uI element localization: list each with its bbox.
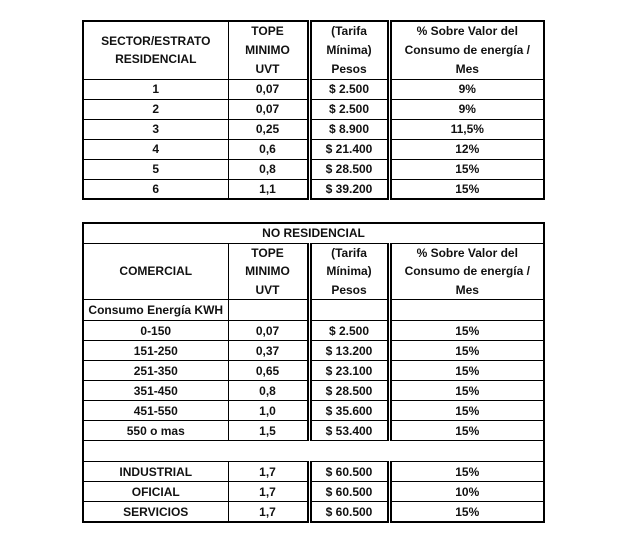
header-comercial: COMERCIAL — [82, 242, 229, 301]
cell-porcentaje: 15% — [388, 501, 545, 523]
cell-categoria: SERVICIOS — [82, 501, 229, 523]
table-row: 151-250 0,37 $ 13.200 15% — [82, 340, 545, 362]
cell-tarifa-pesos: $ 13.200 — [306, 340, 392, 362]
table-row: 251-350 0,65 $ 23.100 15% — [82, 360, 545, 382]
cell-tarifa-pesos: $ 2.500 — [306, 78, 392, 100]
cell-kwh-range: 0-150 — [82, 320, 229, 342]
cell-tope-uvt: 1,1 — [227, 178, 310, 200]
cell-empty — [306, 299, 392, 322]
cell-kwh-range: 351-450 — [82, 380, 229, 402]
cell-tarifa-pesos: $ 39.200 — [306, 178, 392, 200]
cell-porcentaje: 9% — [388, 98, 545, 120]
cell-porcentaje: 15% — [388, 320, 545, 342]
table-title-no-residencial: NO RESIDENCIAL — [82, 222, 545, 244]
cell-porcentaje: 15% — [388, 380, 545, 402]
cell-tope-uvt: 0,8 — [227, 380, 310, 402]
cell-tope-uvt: 1,7 — [227, 501, 310, 523]
cell-tope-uvt: 1,7 — [227, 461, 310, 483]
table-row: 451-550 1,0 $ 35.600 15% — [82, 400, 545, 422]
header-tarifa-minima-pesos: (Tarifa Mínima) Pesos — [306, 20, 392, 80]
cell-porcentaje: 15% — [388, 360, 545, 382]
cell-tope-uvt: 1,5 — [227, 420, 310, 442]
table-row: OFICIAL 1,7 $ 60.500 10% — [82, 481, 545, 503]
cell-tarifa-pesos: $ 60.500 — [306, 461, 392, 483]
cell-empty — [227, 299, 310, 322]
table-title-row: NO RESIDENCIAL — [82, 222, 545, 244]
table-row: SERVICIOS 1,7 $ 60.500 15% — [82, 501, 545, 523]
cell-tarifa-pesos: $ 53.400 — [306, 420, 392, 442]
cell-porcentaje: 15% — [388, 420, 545, 442]
header-tarifa-minima-pesos: (Tarifa Mínima) Pesos — [306, 242, 392, 301]
cell-tope-uvt: 0,07 — [227, 98, 310, 120]
header-sector-estrato: SECTOR/ESTRATO RESIDENCIAL — [82, 20, 229, 80]
cell-categoria: INDUSTRIAL — [82, 461, 229, 483]
cell-tope-uvt: 0,8 — [227, 158, 310, 180]
table-row: 3 0,25 $ 8.900 11,5% — [82, 118, 545, 140]
cell-porcentaje: 15% — [388, 461, 545, 483]
header-tope-minimo-uvt: TOPE MINIMO UVT — [227, 20, 310, 80]
table-row: 0-150 0,07 $ 2.500 15% — [82, 320, 545, 342]
cell-tarifa-pesos: $ 28.500 — [306, 158, 392, 180]
cell-estrato: 5 — [82, 158, 229, 180]
cell-tarifa-pesos: $ 60.500 — [306, 481, 392, 503]
spacer-row — [82, 440, 545, 463]
cell-porcentaje: 9% — [388, 78, 545, 100]
cell-tarifa-pesos: $ 21.400 — [306, 138, 392, 160]
cell-tope-uvt: 1,0 — [227, 400, 310, 422]
table-row: 1 0,07 $ 2.500 9% — [82, 78, 545, 100]
cell-tope-uvt: 0,65 — [227, 360, 310, 382]
cell-tope-uvt: 0,25 — [227, 118, 310, 140]
cell-consumo-energia-kwh-label: Consumo Energía KWH — [82, 299, 229, 322]
cell-tope-uvt: 1,7 — [227, 481, 310, 503]
cell-categoria: OFICIAL — [82, 481, 229, 503]
header-porcentaje-consumo: % Sobre Valor del Consumo de energía / M… — [388, 20, 545, 80]
table-row: 4 0,6 $ 21.400 12% — [82, 138, 545, 160]
cell-estrato: 2 — [82, 98, 229, 120]
cell-estrato: 3 — [82, 118, 229, 140]
header-tope-minimo-uvt: TOPE MINIMO UVT — [227, 242, 310, 301]
cell-estrato: 1 — [82, 78, 229, 100]
table-header-row: SECTOR/ESTRATO RESIDENCIAL TOPE MINIMO U… — [82, 20, 545, 80]
table-row: 5 0,8 $ 28.500 15% — [82, 158, 545, 180]
cell-tarifa-pesos: $ 2.500 — [306, 98, 392, 120]
cell-tarifa-pesos: $ 2.500 — [306, 320, 392, 342]
cell-porcentaje: 11,5% — [388, 118, 545, 140]
cell-tope-uvt: 0,07 — [227, 78, 310, 100]
cell-porcentaje: 15% — [388, 400, 545, 422]
cell-tope-uvt: 0,6 — [227, 138, 310, 160]
cell-tarifa-pesos: $ 8.900 — [306, 118, 392, 140]
cell-kwh-range: 451-550 — [82, 400, 229, 422]
row-consumo-energia-kwh: Consumo Energía KWH — [82, 299, 545, 322]
cell-kwh-range: 151-250 — [82, 340, 229, 362]
cell-tarifa-pesos: $ 35.600 — [306, 400, 392, 422]
cell-porcentaje: 15% — [388, 178, 545, 200]
table-row: 2 0,07 $ 2.500 9% — [82, 98, 545, 120]
cell-estrato: 4 — [82, 138, 229, 160]
cell-tope-uvt: 0,37 — [227, 340, 310, 362]
cell-estrato: 6 — [82, 178, 229, 200]
cell-tarifa-pesos: $ 28.500 — [306, 380, 392, 402]
header-porcentaje-consumo: % Sobre Valor del Consumo de energía / M… — [388, 242, 545, 301]
residential-tariff-table: SECTOR/ESTRATO RESIDENCIAL TOPE MINIMO U… — [82, 20, 545, 200]
cell-porcentaje: 10% — [388, 481, 545, 503]
cell-kwh-range: 251-350 — [82, 360, 229, 382]
cell-tope-uvt: 0,07 — [227, 320, 310, 342]
cell-kwh-range: 550 o mas — [82, 420, 229, 442]
non-residential-tariff-table: NO RESIDENCIAL COMERCIAL TOPE MINIMO UVT… — [82, 222, 545, 523]
table-header-row: COMERCIAL TOPE MINIMO UVT (Tarifa Mínima… — [82, 242, 545, 301]
cell-empty — [388, 299, 545, 322]
cell-porcentaje: 12% — [388, 138, 545, 160]
cell-porcentaje: 15% — [388, 158, 545, 180]
cell-porcentaje: 15% — [388, 340, 545, 362]
table-row: 6 1,1 $ 39.200 15% — [82, 178, 545, 200]
cell-spacer — [82, 440, 545, 463]
table-row: INDUSTRIAL 1,7 $ 60.500 15% — [82, 461, 545, 483]
table-row: 550 o mas 1,5 $ 53.400 15% — [82, 420, 545, 442]
table-row: 351-450 0,8 $ 28.500 15% — [82, 380, 545, 402]
cell-tarifa-pesos: $ 23.100 — [306, 360, 392, 382]
cell-tarifa-pesos: $ 60.500 — [306, 501, 392, 523]
